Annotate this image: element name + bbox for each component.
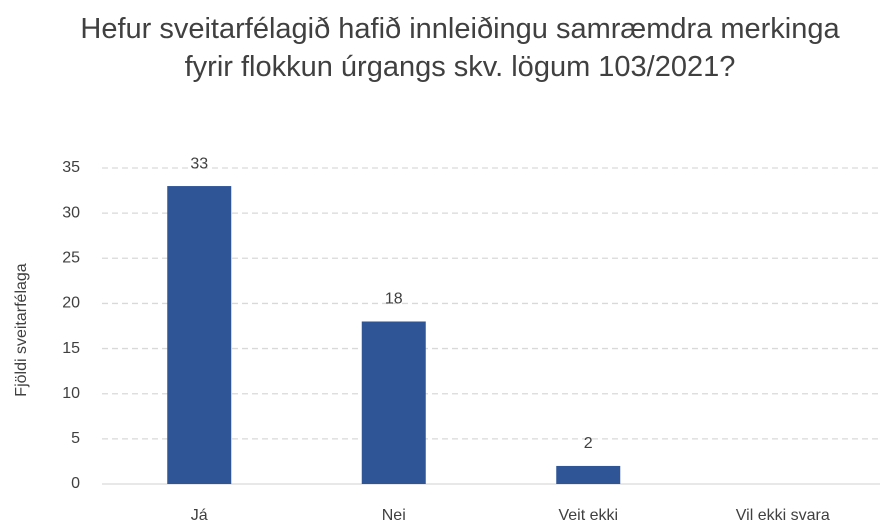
y-tick-label: 0 [71,475,80,492]
y-tick-label: 30 [62,204,80,221]
data-label: 2 [584,435,593,452]
y-tick-label: 5 [71,430,80,447]
x-tick-label: Veit ekki [558,507,618,524]
bar [167,186,232,485]
y-tick-label: 35 [62,159,80,176]
bar [361,321,426,484]
x-tick-label: Já [191,507,208,524]
data-label: 33 [190,155,208,172]
data-label: 18 [385,291,403,308]
y-axis-label: Fjöldi sveitarfélaga [13,263,30,397]
y-tick-label: 25 [62,250,80,267]
bar [556,465,621,484]
y-tick-label: 10 [62,385,80,402]
x-tick-label: Nei [382,507,406,524]
y-tick-label: 20 [62,295,80,312]
y-tick-label: 15 [62,340,80,357]
x-tick-label: Vil ekki svara [736,507,830,524]
chart-title: Hefur sveitarfélagið hafið innleiðingu s… [80,13,840,83]
